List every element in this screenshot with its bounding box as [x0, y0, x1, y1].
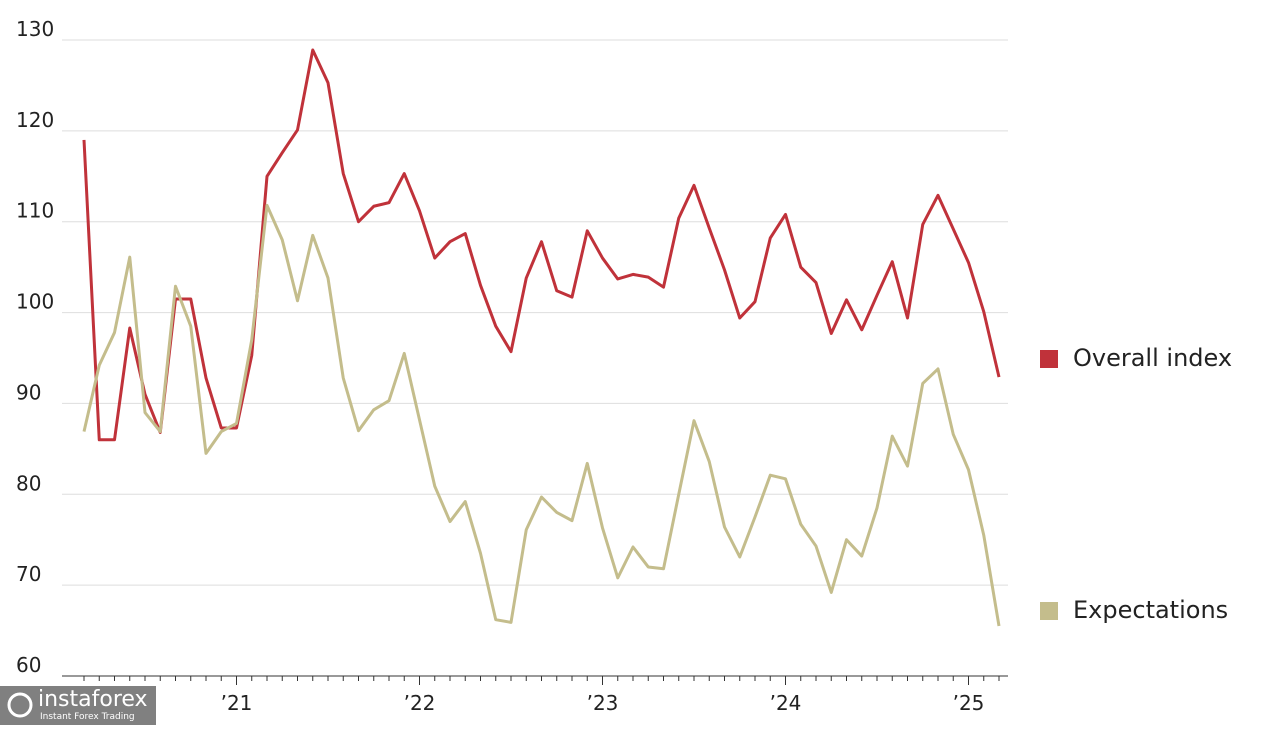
- watermark: instaforex Instant Forex Trading: [0, 686, 156, 725]
- y-tick-label: 110: [16, 199, 54, 223]
- legend-swatch: [1040, 602, 1058, 620]
- y-tick-label: 80: [16, 471, 41, 495]
- x-tick-label: ’24: [770, 691, 802, 715]
- y-tick-label: 90: [16, 380, 41, 404]
- x-tick-label: ’25: [953, 691, 985, 715]
- y-tick-label: 120: [16, 108, 54, 132]
- y-tick-label: 130: [16, 17, 54, 41]
- x-tick-label: ’23: [587, 691, 619, 715]
- y-tick-label: 70: [16, 562, 41, 586]
- legend-label: Expectations: [1073, 596, 1228, 624]
- data-line: [82, 48, 1001, 442]
- legend-label: Overall index: [1073, 344, 1232, 372]
- watermark-bg: [0, 686, 156, 725]
- y-tick-label: 100: [16, 290, 54, 314]
- legend-swatch: [1040, 350, 1058, 368]
- watermark-logo: [7, 692, 33, 718]
- watermark-brand: instaforex: [38, 687, 148, 712]
- y-tick-label: 60: [16, 653, 41, 677]
- data-line: [82, 203, 1001, 627]
- x-tick-label: ’22: [404, 691, 436, 715]
- x-tick-label: ’21: [221, 691, 253, 715]
- watermark-tagline: Instant Forex Trading: [40, 712, 135, 722]
